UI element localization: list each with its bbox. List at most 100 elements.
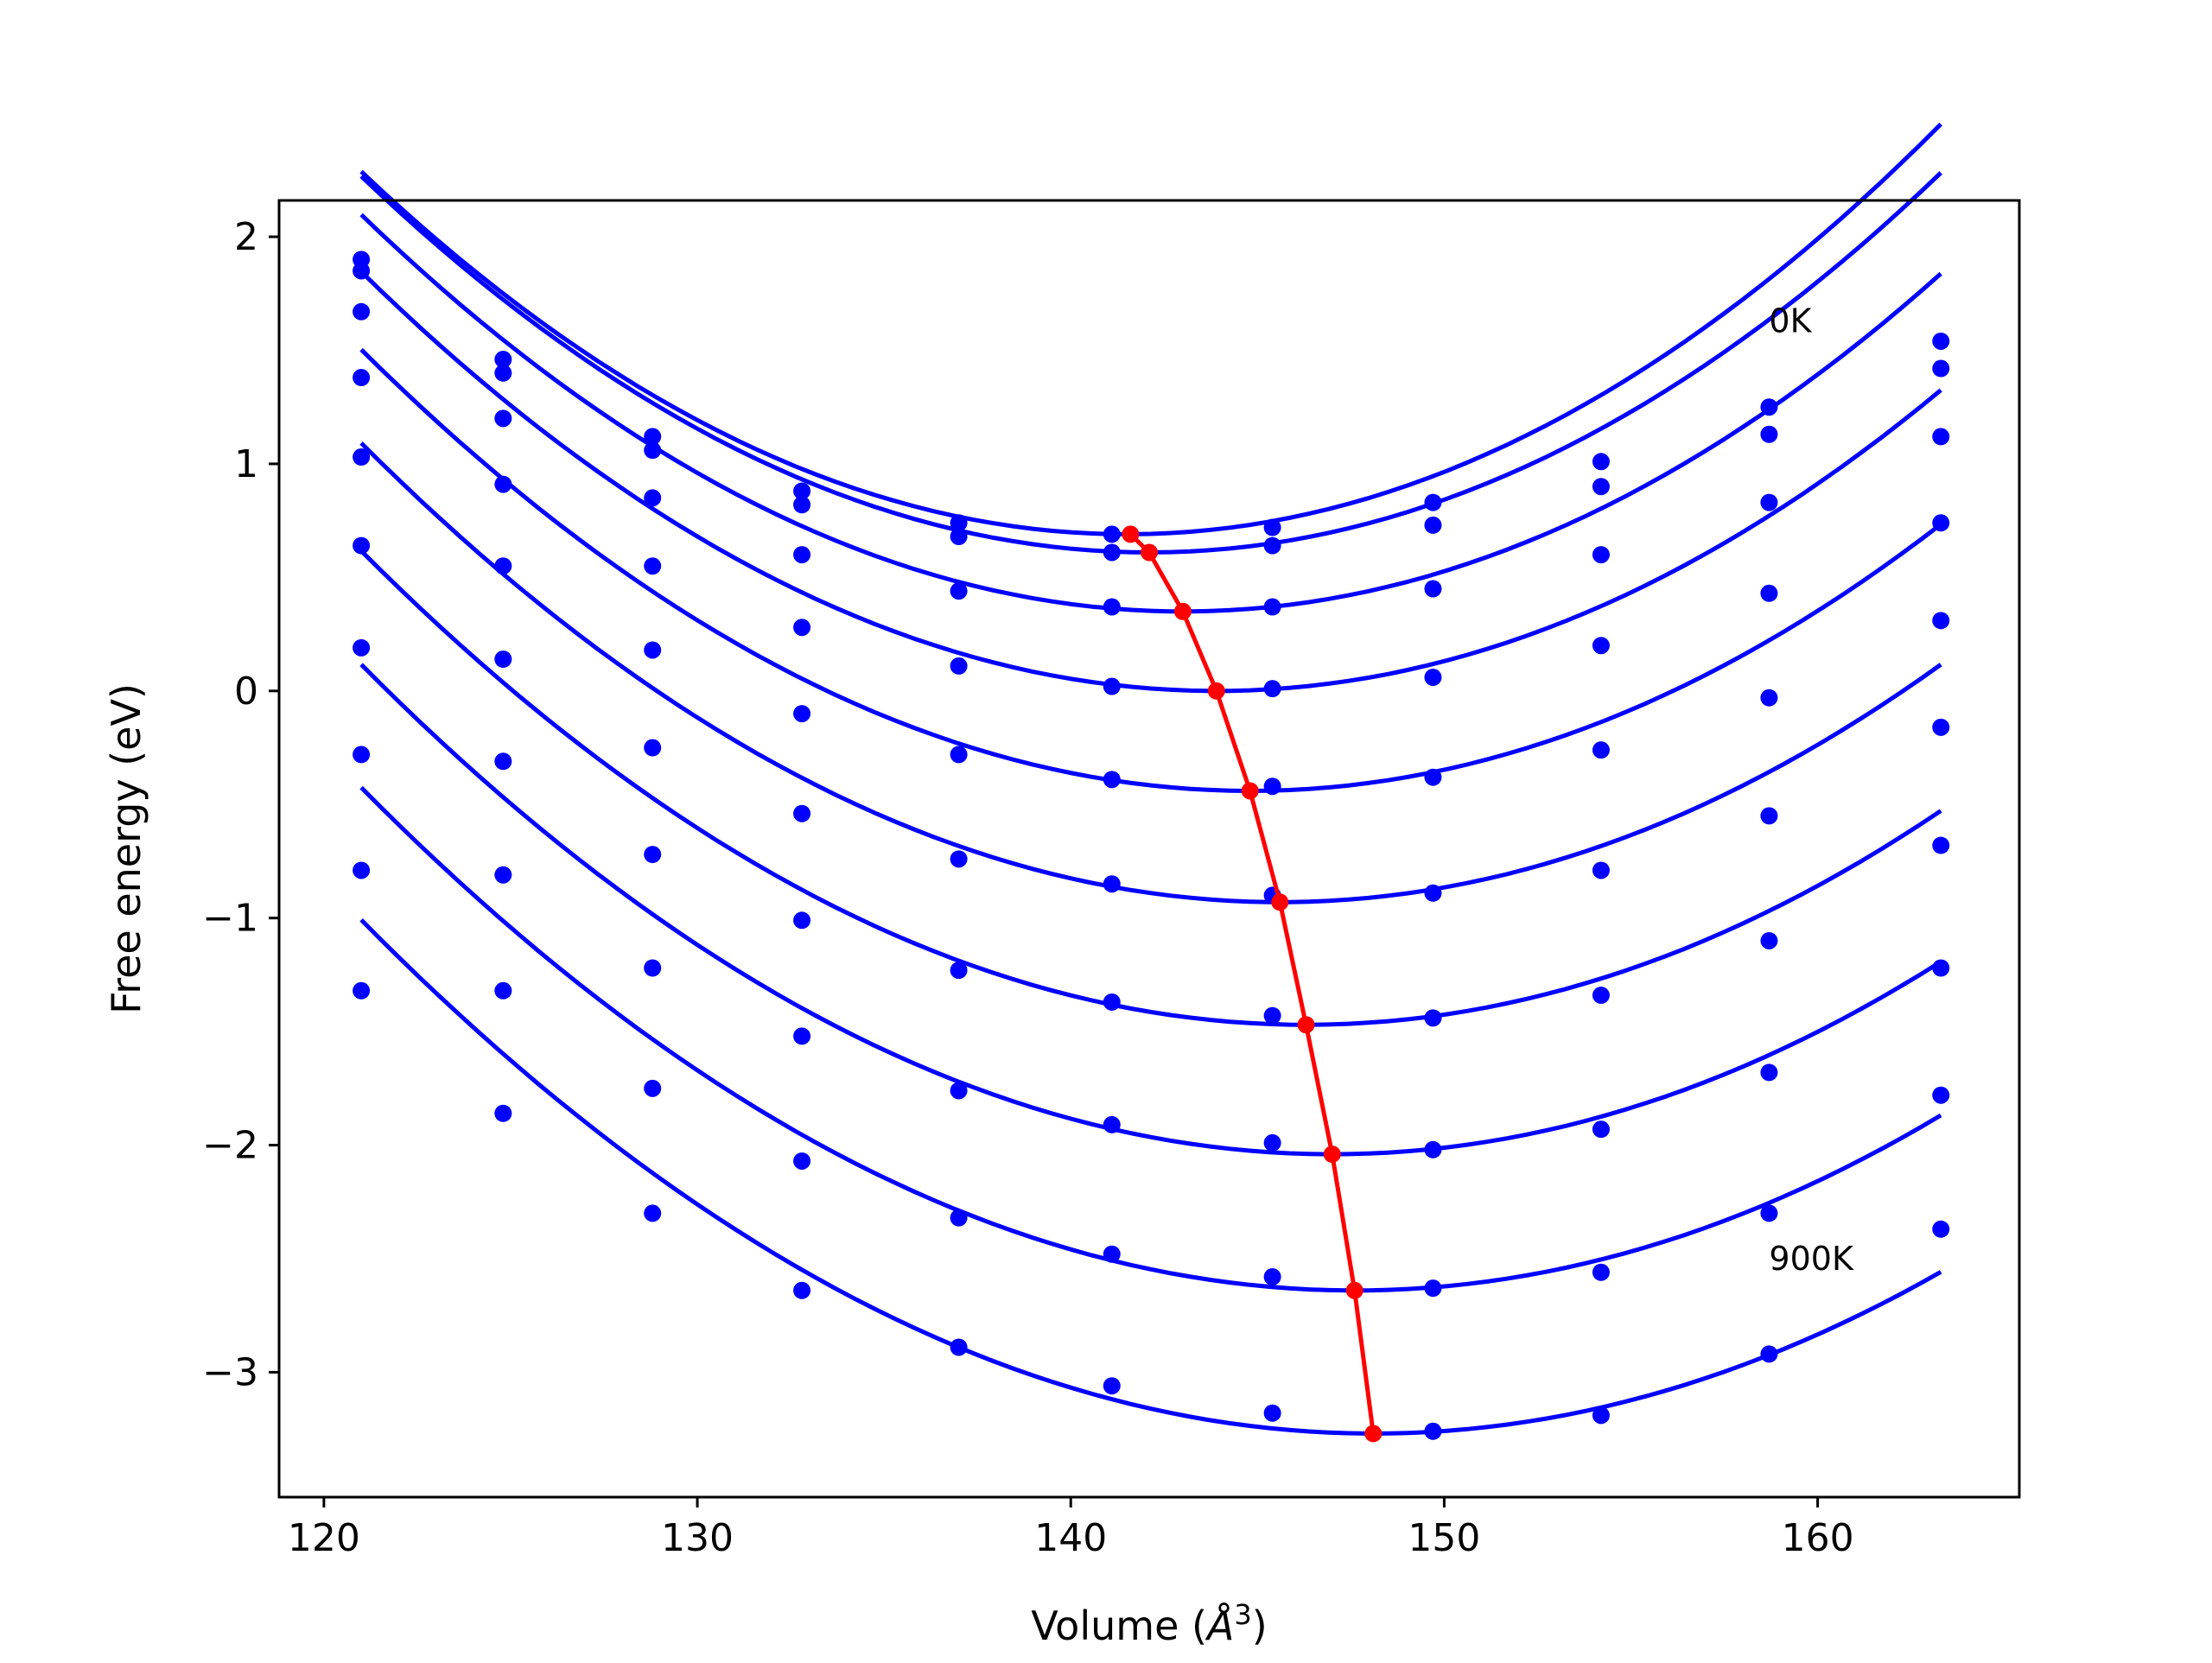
data-point xyxy=(1932,959,1950,977)
data-point xyxy=(644,846,662,864)
data-point xyxy=(1424,1422,1442,1440)
x-axis-label-symbol: Å xyxy=(1205,1603,1234,1649)
data-point xyxy=(1760,1063,1778,1082)
fit-curve xyxy=(359,918,1942,1436)
fit-curve xyxy=(359,549,1942,1027)
annotations: 0K 900K xyxy=(1769,301,1854,1278)
data-point xyxy=(950,746,968,764)
minimum-line xyxy=(1128,532,1376,1434)
data-point xyxy=(1103,993,1121,1011)
data-point xyxy=(793,1027,811,1045)
data-point xyxy=(644,1204,662,1222)
y-tick-label: 2 xyxy=(234,215,258,259)
data-point xyxy=(1932,428,1950,446)
data-point xyxy=(1103,1245,1121,1263)
data-point xyxy=(950,657,968,675)
data-point xyxy=(1424,669,1442,687)
data-point xyxy=(1263,1404,1281,1422)
data-point xyxy=(1103,1115,1121,1133)
series-4 xyxy=(353,270,1950,698)
data-point xyxy=(793,619,811,637)
data-point xyxy=(1263,680,1281,698)
y-tick-label: −3 xyxy=(202,1350,258,1394)
data-point xyxy=(1103,543,1121,562)
data-point xyxy=(950,850,968,868)
data-point xyxy=(1760,584,1778,602)
data-point xyxy=(353,536,371,555)
data-point xyxy=(1592,861,1610,879)
data-point xyxy=(1424,580,1442,598)
data-point xyxy=(1760,689,1778,707)
data-point xyxy=(793,911,811,930)
data-point xyxy=(353,981,371,1000)
data-point xyxy=(1592,637,1610,655)
annotation-label: 900K xyxy=(1769,1240,1854,1278)
data-point xyxy=(494,351,512,369)
data-point xyxy=(1263,778,1281,796)
data-point xyxy=(644,641,662,659)
data-point xyxy=(1424,1009,1442,1027)
data-point xyxy=(1932,359,1950,378)
series-8 xyxy=(353,663,1950,1158)
data-point xyxy=(1103,598,1121,616)
series-5 xyxy=(353,347,1950,796)
data-point xyxy=(950,1082,968,1100)
data-point xyxy=(1760,1345,1778,1363)
data-point xyxy=(644,959,662,977)
data-point xyxy=(1103,677,1121,695)
data-point xyxy=(793,705,811,723)
x-tick-label: 160 xyxy=(1782,1516,1854,1560)
data-point xyxy=(353,746,371,764)
data-point xyxy=(494,475,512,493)
data-point xyxy=(1263,1268,1281,1286)
data-point xyxy=(950,1338,968,1356)
series-3 xyxy=(353,213,1950,616)
series-6 xyxy=(353,441,1950,904)
y-tick-label: 0 xyxy=(234,670,258,714)
minimum-point xyxy=(1173,602,1192,620)
data-point xyxy=(1103,1377,1121,1395)
data-point xyxy=(1424,884,1442,902)
data-point xyxy=(1592,987,1610,1005)
fit-curve xyxy=(359,270,1942,694)
plot-marks xyxy=(353,122,1950,1443)
minimum-point xyxy=(1364,1425,1382,1443)
data-point xyxy=(353,861,371,879)
minimum-point xyxy=(1297,1016,1315,1034)
data-point xyxy=(950,528,968,546)
data-point xyxy=(793,482,811,500)
x-axis-label-close: ) xyxy=(1252,1603,1268,1649)
data-point xyxy=(793,546,811,564)
data-point xyxy=(1424,768,1442,786)
minimum-point xyxy=(1207,682,1225,700)
data-point xyxy=(644,739,662,757)
series-7 xyxy=(353,549,1950,1027)
data-point xyxy=(1263,1006,1281,1025)
x-axis-label: Volume (Å3) xyxy=(1031,1598,1267,1649)
data-point xyxy=(353,369,371,387)
x-tick-label: 150 xyxy=(1408,1516,1480,1560)
fit-curve xyxy=(359,213,1942,614)
data-point xyxy=(793,1281,811,1299)
data-point xyxy=(494,981,512,1000)
data-point xyxy=(644,489,662,507)
data-point xyxy=(644,1079,662,1097)
data-point xyxy=(1103,875,1121,893)
x-axis-label-superscript: 3 xyxy=(1234,1598,1251,1631)
data-point xyxy=(1760,807,1778,825)
x-tick-label: 120 xyxy=(288,1516,360,1560)
data-point xyxy=(1760,493,1778,511)
plot-frame xyxy=(277,199,2021,1499)
x-tick-label: 140 xyxy=(1034,1516,1107,1560)
data-point xyxy=(494,866,512,884)
data-point xyxy=(1424,1279,1442,1298)
data-point xyxy=(793,496,811,514)
data-point xyxy=(1592,478,1610,496)
minimum-point xyxy=(1345,1281,1363,1299)
data-point xyxy=(1263,518,1281,536)
data-point xyxy=(950,582,968,600)
series-10 xyxy=(353,918,1950,1440)
fit-curve xyxy=(359,122,1942,536)
data-point xyxy=(1263,598,1281,616)
